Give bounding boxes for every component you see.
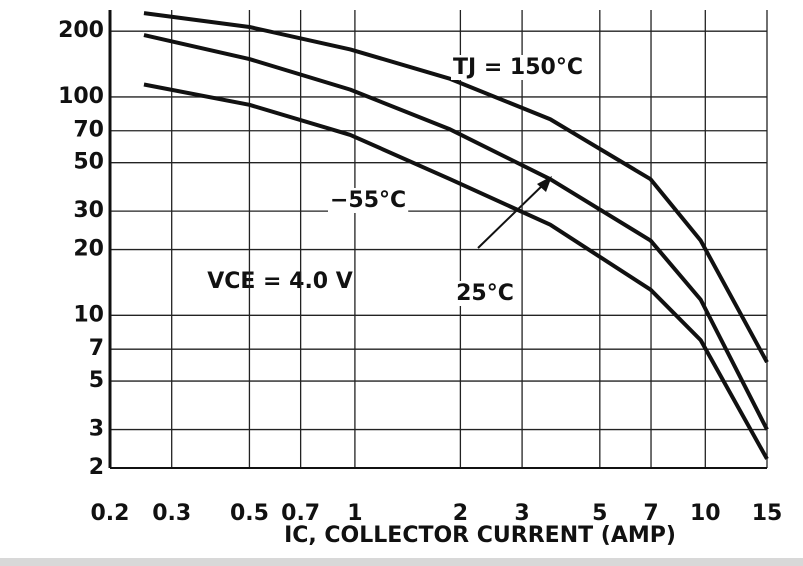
annotation: VCE = 4.0 V [207,269,353,294]
series-line [143,82,769,460]
y-tick-label: 200 [58,18,104,43]
series-label: −55°C [330,188,406,213]
y-tick-label: 50 [73,150,104,175]
y-tick-label: 2 [89,455,104,480]
x-tick-label: 0.3 [152,501,191,526]
series-line [143,33,769,431]
y-tick-label: 3 [89,417,104,442]
series-label: TJ = 150°C [453,55,583,80]
x-tick-label: 5 [592,501,607,526]
x-tick-label: 0.7 [281,501,320,526]
label-background [454,281,516,306]
x-tick-label: 0.2 [91,501,130,526]
y-tick-label: 10 [73,302,104,327]
y-tick-label: 7 [89,336,104,361]
x-tick-label: 3 [514,501,529,526]
series-label: 25°C [456,281,514,306]
x-tick-label: 15 [752,501,783,526]
x-tick-label: 2 [453,501,468,526]
x-tick-label: 7 [643,501,658,526]
y-tick-label: 70 [73,118,104,143]
label-background [328,188,409,213]
x-tick-label: 1 [347,501,362,526]
x-tick-label: 0.5 [230,501,269,526]
y-tick-label: 100 [58,84,104,109]
label-background [450,55,586,80]
y-tick-label: 5 [89,368,104,393]
bottom-bar [0,558,803,566]
y-tick-label: 30 [73,198,104,223]
x-axis-label: IC, COLLECTOR CURRENT (AMP) [284,523,676,548]
x-tick-label: 10 [690,501,721,526]
arrow [477,181,547,249]
series-line [143,11,769,364]
y-tick-label: 20 [73,237,104,262]
